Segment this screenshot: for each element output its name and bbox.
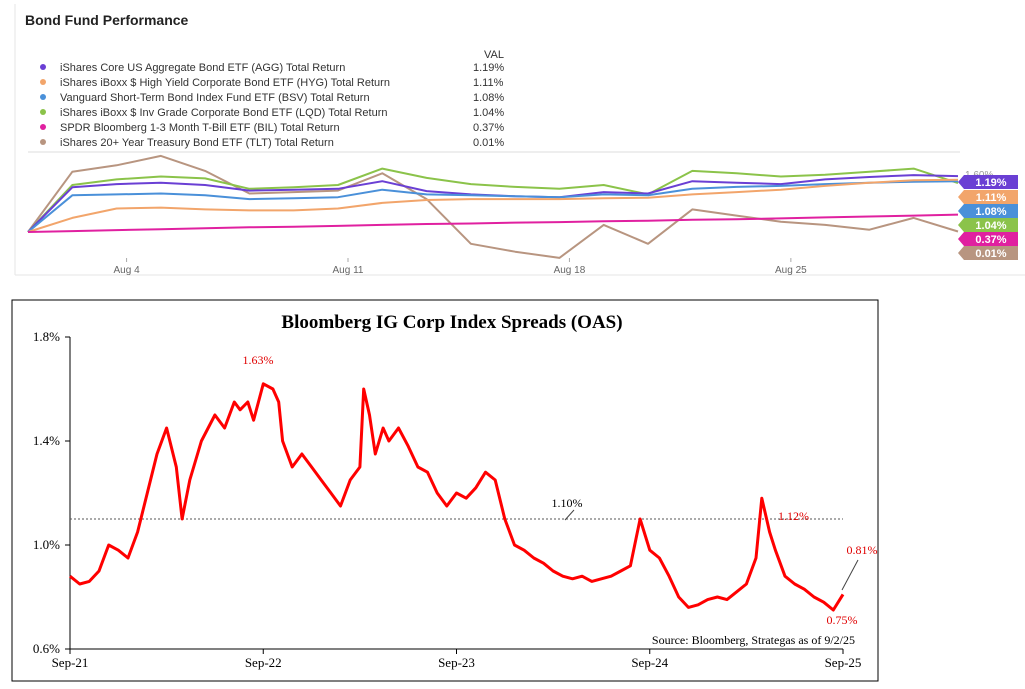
x-tick-label: Sep-24 bbox=[631, 655, 668, 670]
ig-spreads-chart: Bloomberg IG Corp Index Spreads (OAS) 1.… bbox=[11, 299, 879, 682]
value-tag: 1.04% bbox=[958, 218, 1018, 232]
legend-marker bbox=[40, 124, 46, 130]
annotation-last: 0.81% bbox=[847, 543, 878, 557]
legend-label: SPDR Bloomberg 1-3 Month T-Bill ETF (BIL… bbox=[60, 122, 340, 134]
x-tick-label: Sep-25 bbox=[825, 655, 862, 670]
x-tick-label: Sep-21 bbox=[52, 655, 89, 670]
y-tick-label: 1.8% bbox=[33, 329, 60, 344]
value-tag-label: 1.19% bbox=[975, 177, 1006, 189]
y-axis: 1.8% 1.4% 1.0% 0.6% bbox=[33, 329, 71, 656]
series-line-vanguard-short-term-bond-index-fund-etf- bbox=[27, 180, 959, 233]
chart-title: Bond Fund Performance bbox=[25, 12, 189, 28]
value-header: VAL bbox=[484, 49, 504, 61]
annotation-peak: 1.63% bbox=[243, 353, 274, 367]
annotation-mid: 1.12% bbox=[778, 509, 809, 523]
legend-marker bbox=[40, 139, 46, 145]
legend-value: 1.04% bbox=[473, 107, 504, 119]
oas-series-line bbox=[69, 382, 845, 612]
legend-label: iShares 20+ Year Treasury Bond ETF (TLT)… bbox=[60, 137, 334, 149]
ig-spreads-panel: Bloomberg IG Corp Index Spreads (OAS) 1.… bbox=[0, 292, 1025, 684]
value-tag: 1.08% bbox=[958, 204, 1018, 218]
y-tick-label: 0.6% bbox=[33, 641, 60, 656]
series-line-ishares-iboxx-high-yield-corporate-bond- bbox=[27, 178, 959, 233]
annotation-last-leader bbox=[841, 559, 859, 591]
legend-label: iShares iBoxx $ Inv Grade Corporate Bond… bbox=[60, 107, 388, 119]
legend-label: Vanguard Short-Term Bond Index Fund ETF … bbox=[60, 92, 370, 104]
value-tag-label: 0.37% bbox=[975, 234, 1006, 246]
legend-marker bbox=[40, 94, 46, 100]
annotation-low: 0.75% bbox=[827, 613, 858, 627]
bond-fund-performance-panel: Bond Fund Performance VAL iShares Core U… bbox=[0, 0, 1025, 292]
value-tags: 1.19% 1.11% 1.08% 1.04% 0.37% 0.01% bbox=[958, 175, 1018, 260]
legend-marker bbox=[40, 79, 46, 85]
x-tick-label: Aug 4 bbox=[114, 265, 141, 276]
legend-marker bbox=[40, 64, 46, 70]
x-tick-label: Aug 25 bbox=[775, 265, 807, 276]
source-note: Source: Bloomberg, Strategas as of 9/2/2… bbox=[652, 633, 855, 647]
series-line-spdr-bloomberg-1-3-month-t-bill-etf-bil- bbox=[27, 213, 959, 233]
x-tick-label: Aug 18 bbox=[554, 265, 586, 276]
series-line-ishares-iboxx-inv-grade-corporate-bond-e bbox=[27, 167, 959, 233]
legend-value: 0.37% bbox=[473, 122, 504, 134]
legend-label: iShares Core US Aggregate Bond ETF (AGG)… bbox=[60, 62, 345, 74]
value-tag-label: 1.04% bbox=[975, 220, 1006, 232]
value-tag-label: 1.08% bbox=[975, 206, 1006, 218]
legend-value: 1.19% bbox=[473, 62, 504, 74]
annotation-average: 1.10% bbox=[552, 496, 583, 510]
value-tag: 1.19% bbox=[958, 175, 1018, 189]
y-tick-label: 1.4% bbox=[33, 433, 60, 448]
value-tag-label: 1.11% bbox=[976, 192, 1007, 204]
bond-fund-chart: Bond Fund Performance VAL iShares Core U… bbox=[14, 4, 1025, 276]
legend-marker bbox=[40, 109, 46, 115]
value-tag: 0.01% bbox=[958, 246, 1018, 260]
series-lines bbox=[27, 154, 959, 259]
legend-value: 1.08% bbox=[473, 92, 504, 104]
legend: iShares Core US Aggregate Bond ETF (AGG)… bbox=[40, 62, 504, 149]
annotation-average-leader bbox=[564, 509, 575, 521]
series-line-ishares-20-year-treasury-bond-etf-tlt-to bbox=[27, 154, 959, 259]
value-tag: 1.11% bbox=[958, 190, 1018, 204]
x-axis: Sep-21 Sep-22 Sep-23 Sep-24 Sep-25 bbox=[52, 648, 862, 670]
y-tick-label: 1.0% bbox=[33, 537, 60, 552]
legend-value: 0.01% bbox=[473, 137, 504, 149]
value-tag-label: 0.01% bbox=[975, 248, 1006, 260]
legend-label: iShares iBoxx $ High Yield Corporate Bon… bbox=[60, 77, 390, 89]
x-tick-label: Sep-22 bbox=[245, 655, 282, 670]
x-axis: Aug 4 Aug 11 Aug 18 Aug 25 bbox=[114, 258, 807, 276]
x-tick-label: Sep-23 bbox=[438, 655, 475, 670]
value-tag: 0.37% bbox=[958, 232, 1018, 246]
x-tick-label: Aug 11 bbox=[333, 265, 364, 276]
legend-value: 1.11% bbox=[473, 77, 504, 89]
chart-title: Bloomberg IG Corp Index Spreads (OAS) bbox=[281, 312, 622, 333]
chart-frame bbox=[11, 299, 879, 682]
